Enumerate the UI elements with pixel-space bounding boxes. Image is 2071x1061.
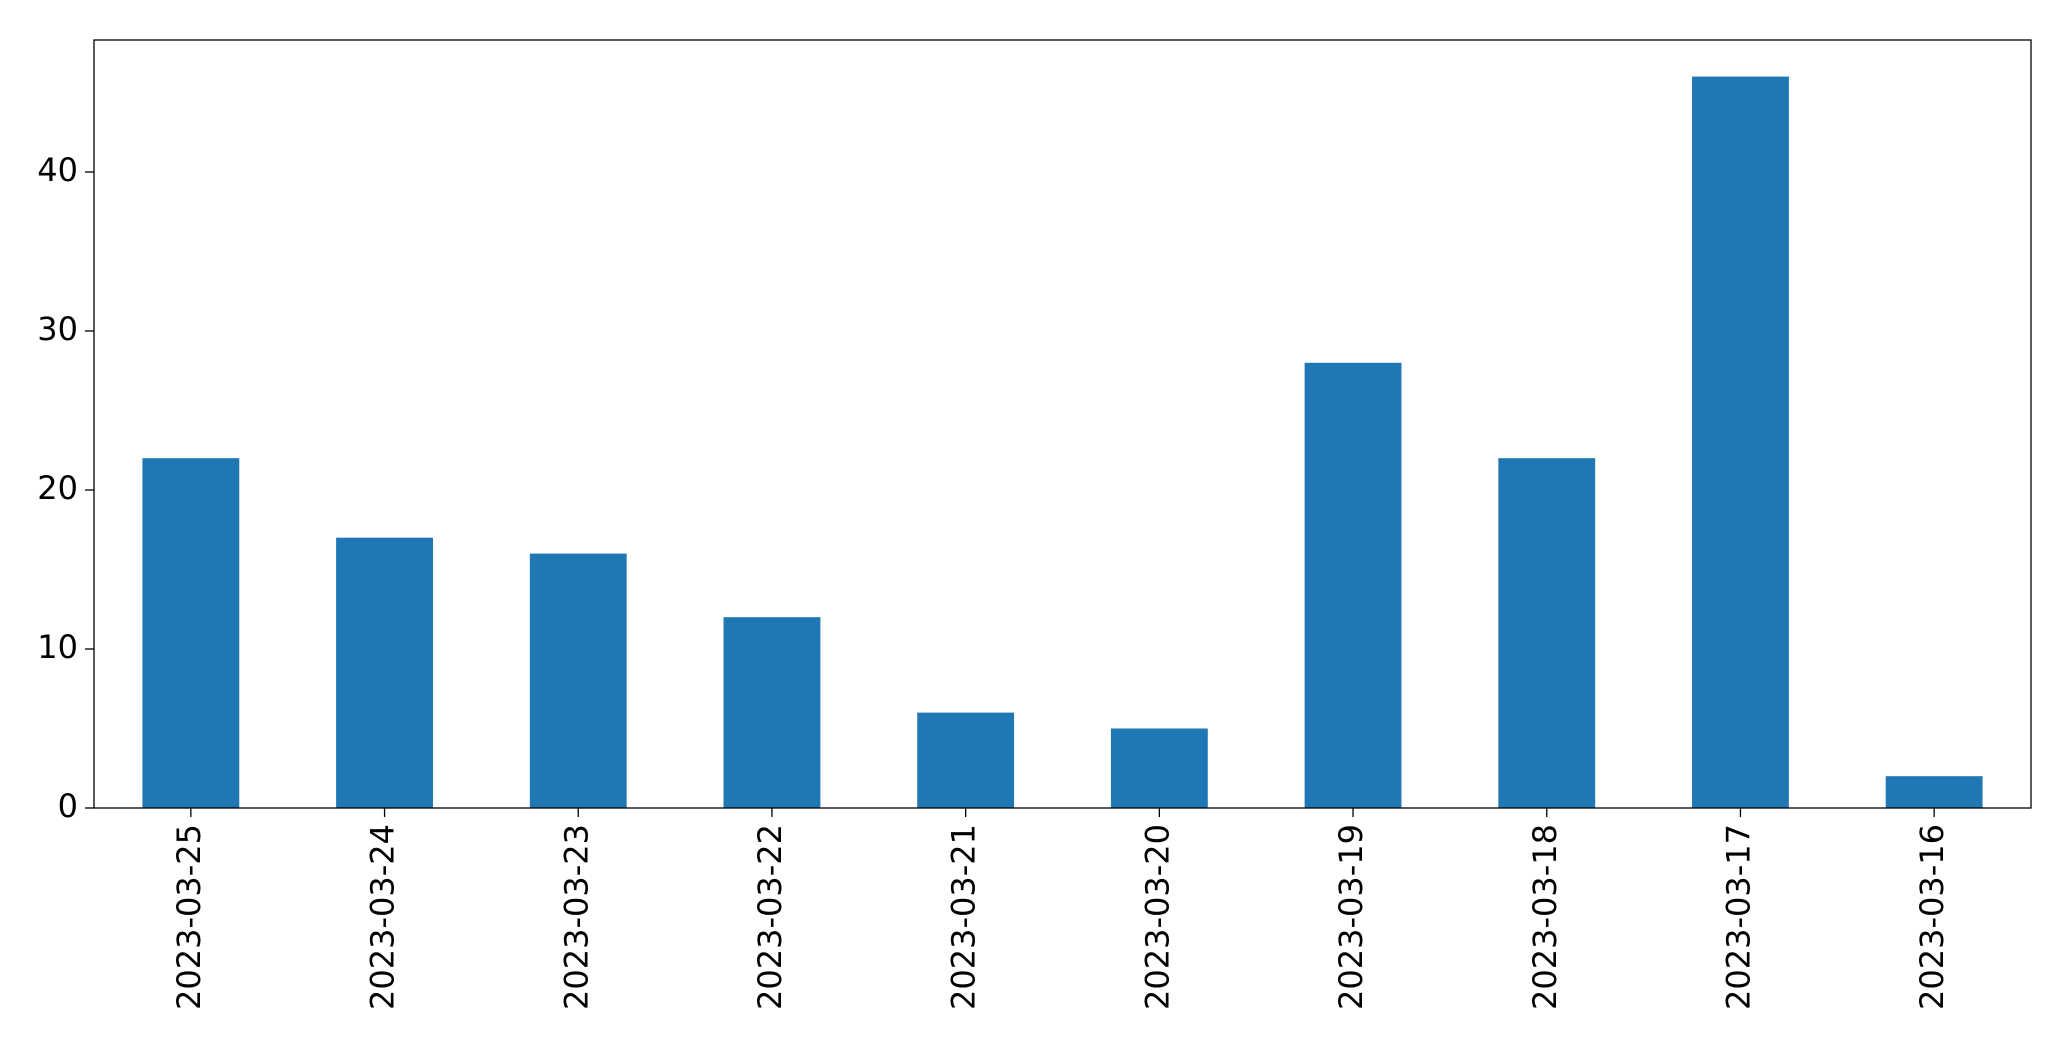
bar — [336, 537, 433, 808]
bar — [1885, 776, 1983, 808]
x-tick-label: 2023-03-22 — [751, 824, 789, 1010]
y-tick-label: 20 — [37, 469, 78, 507]
bar — [917, 712, 1015, 808]
plot-frame — [93, 39, 2032, 809]
x-tick-label: 2023-03-17 — [1719, 824, 1757, 1010]
bar — [1692, 76, 1789, 809]
y-tick-label: 10 — [37, 628, 78, 666]
y-tick-label: 0 — [58, 787, 78, 825]
x-tick-label: 2023-03-18 — [1526, 824, 1564, 1010]
x-tick-label: 2023-03-23 — [557, 824, 595, 1010]
bar — [529, 553, 627, 808]
bar — [1304, 362, 1402, 808]
bar — [1498, 458, 1596, 808]
x-tick-label: 2023-03-25 — [170, 824, 208, 1010]
x-tick-label: 2023-03-16 — [1913, 824, 1951, 1010]
y-tick-label: 30 — [37, 310, 78, 348]
bar — [1110, 728, 1208, 808]
x-tick-label: 2023-03-19 — [1332, 824, 1370, 1010]
y-tick-label: 40 — [37, 151, 78, 189]
x-tick-label: 2023-03-24 — [364, 824, 402, 1010]
x-tick-label: 2023-03-20 — [1138, 824, 1176, 1010]
bar — [723, 617, 821, 808]
bar — [142, 458, 240, 808]
x-tick-label: 2023-03-21 — [945, 824, 983, 1010]
